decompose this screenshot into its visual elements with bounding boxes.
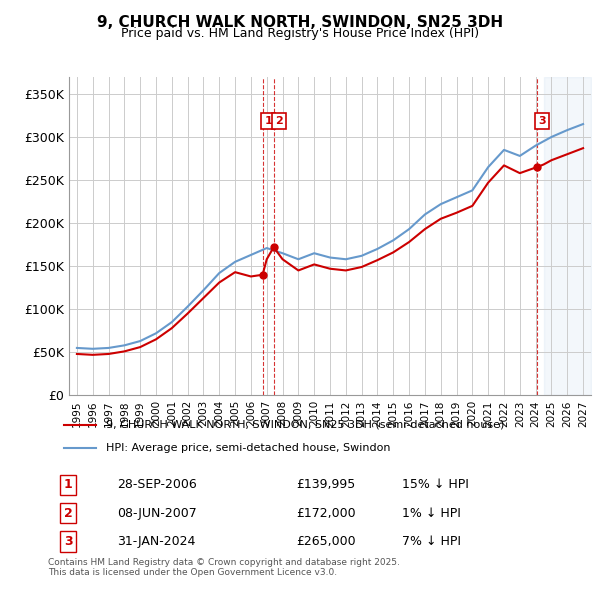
Text: 2: 2 [64,507,73,520]
Text: £172,000: £172,000 [296,507,356,520]
Text: 1% ↓ HPI: 1% ↓ HPI [402,507,461,520]
Text: 3: 3 [538,116,546,126]
Text: £139,995: £139,995 [296,478,355,491]
Text: HPI: Average price, semi-detached house, Swindon: HPI: Average price, semi-detached house,… [106,443,391,453]
Text: 28-SEP-2006: 28-SEP-2006 [116,478,196,491]
Text: Price paid vs. HM Land Registry's House Price Index (HPI): Price paid vs. HM Land Registry's House … [121,27,479,40]
Text: 9, CHURCH WALK NORTH, SWINDON, SN25 3DH: 9, CHURCH WALK NORTH, SWINDON, SN25 3DH [97,15,503,30]
Text: 08-JUN-2007: 08-JUN-2007 [116,507,196,520]
Text: £265,000: £265,000 [296,535,356,548]
Text: 1: 1 [264,116,272,126]
Text: 1: 1 [64,478,73,491]
Text: 31-JAN-2024: 31-JAN-2024 [116,535,195,548]
Text: 7% ↓ HPI: 7% ↓ HPI [402,535,461,548]
Text: 2: 2 [275,116,283,126]
Text: 15% ↓ HPI: 15% ↓ HPI [402,478,469,491]
Text: 9, CHURCH WALK NORTH, SWINDON, SN25 3DH (semi-detached house): 9, CHURCH WALK NORTH, SWINDON, SN25 3DH … [106,420,505,430]
Text: 3: 3 [64,535,73,548]
Text: Contains HM Land Registry data © Crown copyright and database right 2025.
This d: Contains HM Land Registry data © Crown c… [48,558,400,577]
